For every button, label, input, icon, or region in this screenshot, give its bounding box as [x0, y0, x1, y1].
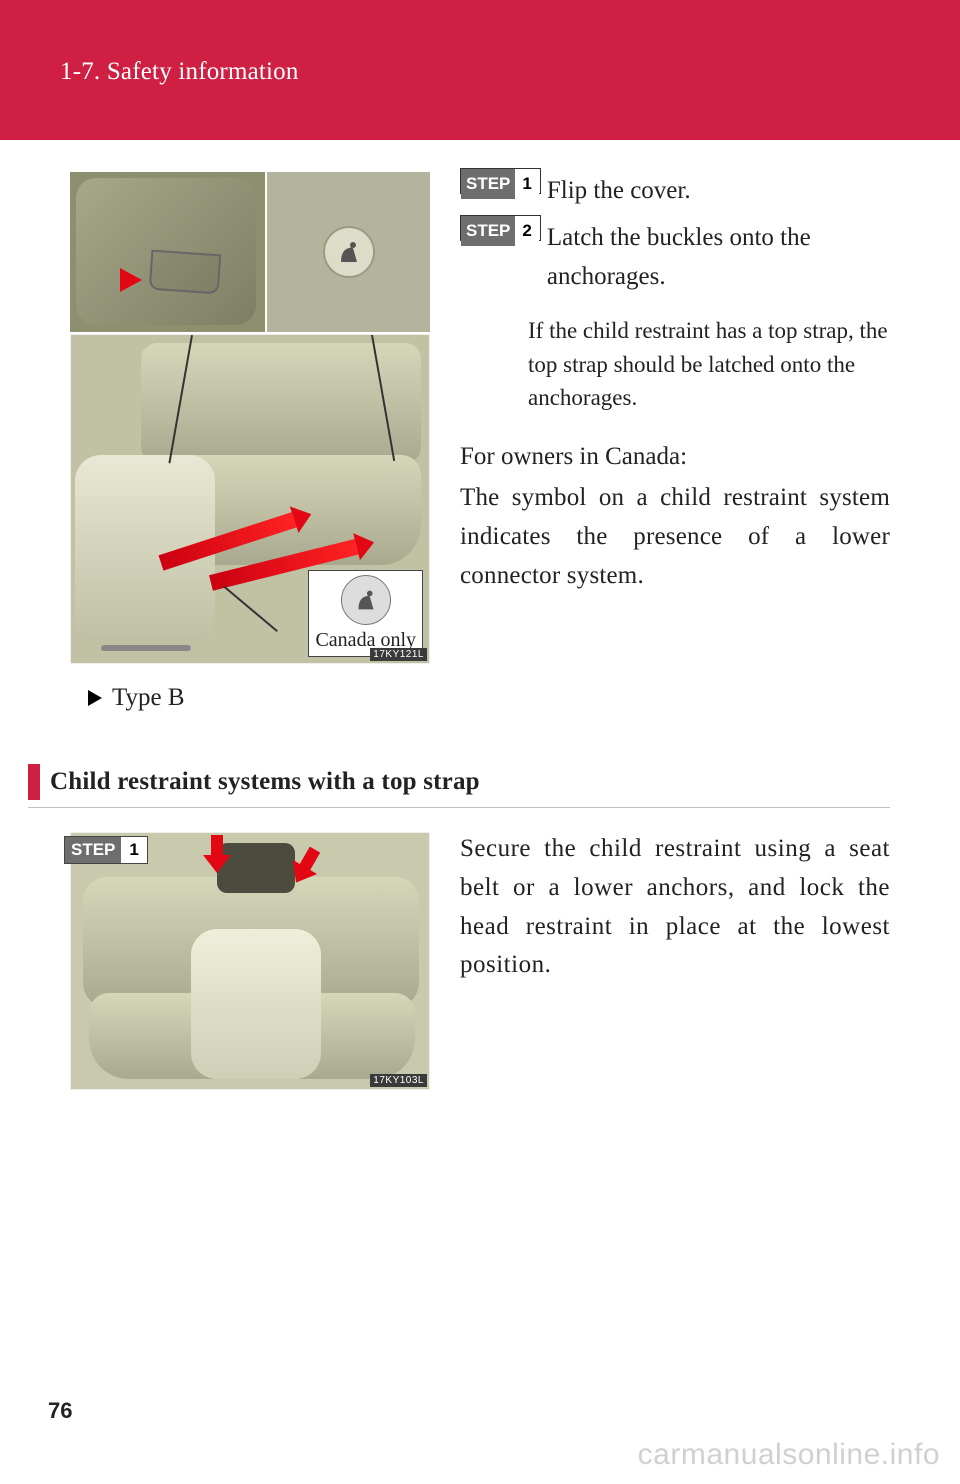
step-label: STEP — [461, 169, 515, 199]
type-b-text: Type B — [112, 684, 185, 712]
step-2-line: STEP2 Latch the buckles onto the anchora… — [460, 219, 890, 297]
triangle-bullet-icon — [88, 690, 102, 706]
step-label: STEP — [65, 837, 121, 863]
red-arrow-icon — [120, 268, 142, 292]
step-number: 2 — [515, 216, 538, 246]
child-seat-symbol-icon — [341, 575, 391, 625]
step-1-line: STEP1 Flip the cover. — [460, 172, 890, 211]
step-1-text: Flip the cover. — [547, 172, 890, 211]
instructions-column: STEP1 Flip the cover. STEP2 Latch the bu… — [460, 172, 890, 595]
step-badge: STEP1 — [460, 168, 541, 194]
page-number: 76 — [48, 1398, 72, 1424]
step-note: If the child restraint has a top strap, … — [460, 314, 890, 414]
canada-intro: For owners in Canada: — [460, 438, 890, 477]
figure-anchorage: Canada only 17KY121L — [70, 172, 430, 672]
watermark: carmanualsonline.info — [638, 1438, 940, 1472]
section-breadcrumb: 1-7. Safety information — [60, 58, 299, 86]
red-arrow-icon — [207, 835, 227, 875]
section-divider: Child restraint systems with a top strap — [28, 764, 890, 808]
figure-2-caption: Secure the child restraint using a seat … — [460, 830, 890, 985]
step-number: 1 — [121, 837, 146, 863]
step-label: STEP — [461, 216, 515, 246]
figure-cover-detail — [70, 172, 265, 332]
section-title: Child restraint systems with a top strap — [50, 768, 480, 796]
canada-body: The symbol on a child restraint system i… — [460, 479, 890, 595]
section-accent — [28, 764, 40, 800]
child-seat-symbol-icon — [323, 226, 375, 278]
image-code: 17KY121L — [370, 648, 427, 661]
figure-top-strap: STEP1 17KY103L — [60, 832, 440, 1090]
figure-seat-main: Canada only 17KY121L — [70, 334, 430, 664]
figure-symbol-detail — [267, 172, 430, 332]
figure-seat-rear: 17KY103L — [70, 832, 430, 1090]
figure-top-row — [70, 172, 430, 332]
image-code: 17KY103L — [370, 1074, 427, 1087]
canada-only-callout: Canada only — [308, 570, 423, 657]
step-badge: STEP2 — [460, 215, 541, 241]
type-b-label: Type B — [88, 684, 185, 712]
step-2-text: Latch the buckles onto the anchorages. — [547, 219, 890, 297]
step-badge: STEP1 — [64, 836, 148, 864]
manual-page: 1-7. Safety information — [0, 0, 960, 1484]
step-number: 1 — [515, 169, 538, 199]
